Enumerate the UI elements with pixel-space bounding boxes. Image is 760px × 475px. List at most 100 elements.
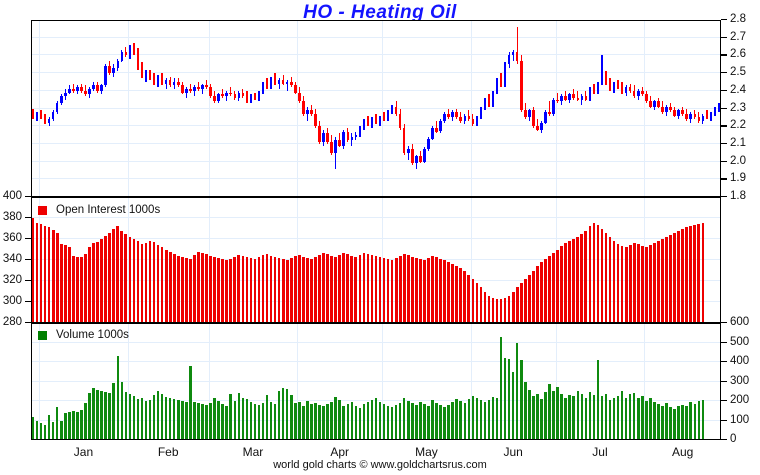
- candle-body: [285, 81, 289, 84]
- volume-bar: [520, 360, 523, 440]
- candle-body: [560, 96, 563, 102]
- open-interest-bar: [495, 298, 499, 323]
- open-interest-bar: [342, 252, 346, 323]
- axis-tick-label: 320: [2, 274, 22, 286]
- candle-wick: [185, 87, 187, 98]
- candle-body: [511, 51, 515, 56]
- axis-tick-label: 0: [730, 433, 737, 445]
- candle-body: [552, 99, 555, 114]
- gridline-vertical-month: [644, 197, 646, 323]
- candle-body: [435, 127, 438, 132]
- candle-body: [160, 76, 164, 84]
- volume-bar: [233, 401, 237, 440]
- month-label-jan: Jan: [73, 445, 94, 459]
- candle-body: [536, 126, 539, 130]
- volume-bar: [515, 342, 519, 440]
- candle-body: [237, 92, 241, 98]
- open-interest-bar: [241, 255, 245, 323]
- volume-bar: [475, 398, 479, 440]
- candle-body: [419, 156, 422, 162]
- volume-bar: [144, 401, 148, 440]
- candle-body: [152, 78, 156, 82]
- candle-body: [697, 117, 701, 121]
- candle-wick: [339, 133, 341, 148]
- candle-wick: [205, 80, 208, 90]
- open-interest-bar: [398, 255, 402, 323]
- candle-wick: [282, 74, 284, 86]
- gridline-horizontal: [31, 341, 721, 343]
- axis-tick: [721, 19, 727, 21]
- axis-tick-label: 2.4: [730, 83, 746, 96]
- gridline-vertical-month: [555, 20, 557, 197]
- volume-bar: [205, 404, 208, 440]
- axis-tick-label: 100: [730, 413, 750, 426]
- candle-body: [144, 73, 148, 77]
- open-interest-bar: [475, 283, 479, 323]
- candle-body: [657, 101, 660, 107]
- volume-bar: [168, 398, 172, 440]
- candle-wick: [556, 92, 559, 104]
- candle-body: [503, 64, 507, 86]
- candle-body: [580, 96, 584, 100]
- gridline-vertical-month: [382, 20, 384, 197]
- open-interest-bar: [511, 291, 515, 323]
- candle-body: [612, 83, 616, 90]
- candle-wick: [125, 46, 127, 58]
- open-interest-bar: [443, 260, 446, 323]
- volume-bar: [51, 422, 55, 440]
- candle-wick: [334, 136, 337, 169]
- open-interest-bar: [576, 236, 580, 323]
- open-interest-bar: [72, 255, 75, 323]
- open-interest-bar: [124, 233, 128, 323]
- volume-bar: [285, 389, 289, 440]
- candle-wick: [222, 89, 224, 98]
- open-interest-bar: [261, 254, 265, 323]
- candle-body: [455, 112, 458, 118]
- volume-bar: [290, 395, 293, 440]
- volume-bar: [431, 400, 434, 440]
- volume-bar: [459, 401, 462, 440]
- candle-wick: [698, 112, 700, 123]
- axis-tick-label: 300: [730, 374, 750, 387]
- candle-body: [645, 94, 648, 102]
- candle-body: [423, 149, 426, 162]
- volume-bar: [503, 358, 507, 440]
- volume-bar: [604, 394, 608, 440]
- candle-wick: [375, 113, 377, 125]
- open-interest-bar: [507, 295, 511, 323]
- volume-bar: [661, 405, 664, 440]
- volume-bar: [140, 398, 144, 440]
- candle-body: [431, 127, 434, 139]
- volume-bar: [491, 397, 495, 440]
- volume-bar: [596, 360, 600, 440]
- candle-body: [68, 89, 71, 93]
- volume-bar: [172, 399, 176, 440]
- open-interest-bar: [354, 256, 358, 323]
- volume-bar: [350, 401, 354, 440]
- candle-body: [568, 94, 571, 100]
- candle-body: [229, 92, 232, 95]
- volume-bar: [294, 402, 297, 440]
- candle-body: [596, 83, 600, 93]
- candle-body: [495, 80, 499, 93]
- volume-bar: [499, 336, 503, 440]
- candle-body: [104, 66, 107, 86]
- gridline-horizontal: [31, 361, 721, 362]
- gridline-vertical-month: [39, 20, 41, 197]
- volume-bar: [693, 403, 697, 440]
- open-interest-bar: [43, 226, 47, 323]
- volume-bar: [358, 407, 362, 440]
- candle-wick: [290, 76, 292, 88]
- volume-bar: [342, 405, 345, 440]
- candle-body: [136, 53, 140, 68]
- volume-bar: [390, 406, 394, 440]
- candle-body: [338, 140, 341, 146]
- candle-wick: [536, 119, 539, 132]
- volume-bar: [632, 393, 636, 440]
- candle-body: [261, 83, 265, 93]
- open-interest-bar: [532, 270, 535, 323]
- candle-wick: [254, 92, 256, 100]
- axis-tick-label: 340: [2, 253, 22, 265]
- axis-tick-label: 2.8: [730, 13, 746, 25]
- volume-bar: [225, 405, 228, 440]
